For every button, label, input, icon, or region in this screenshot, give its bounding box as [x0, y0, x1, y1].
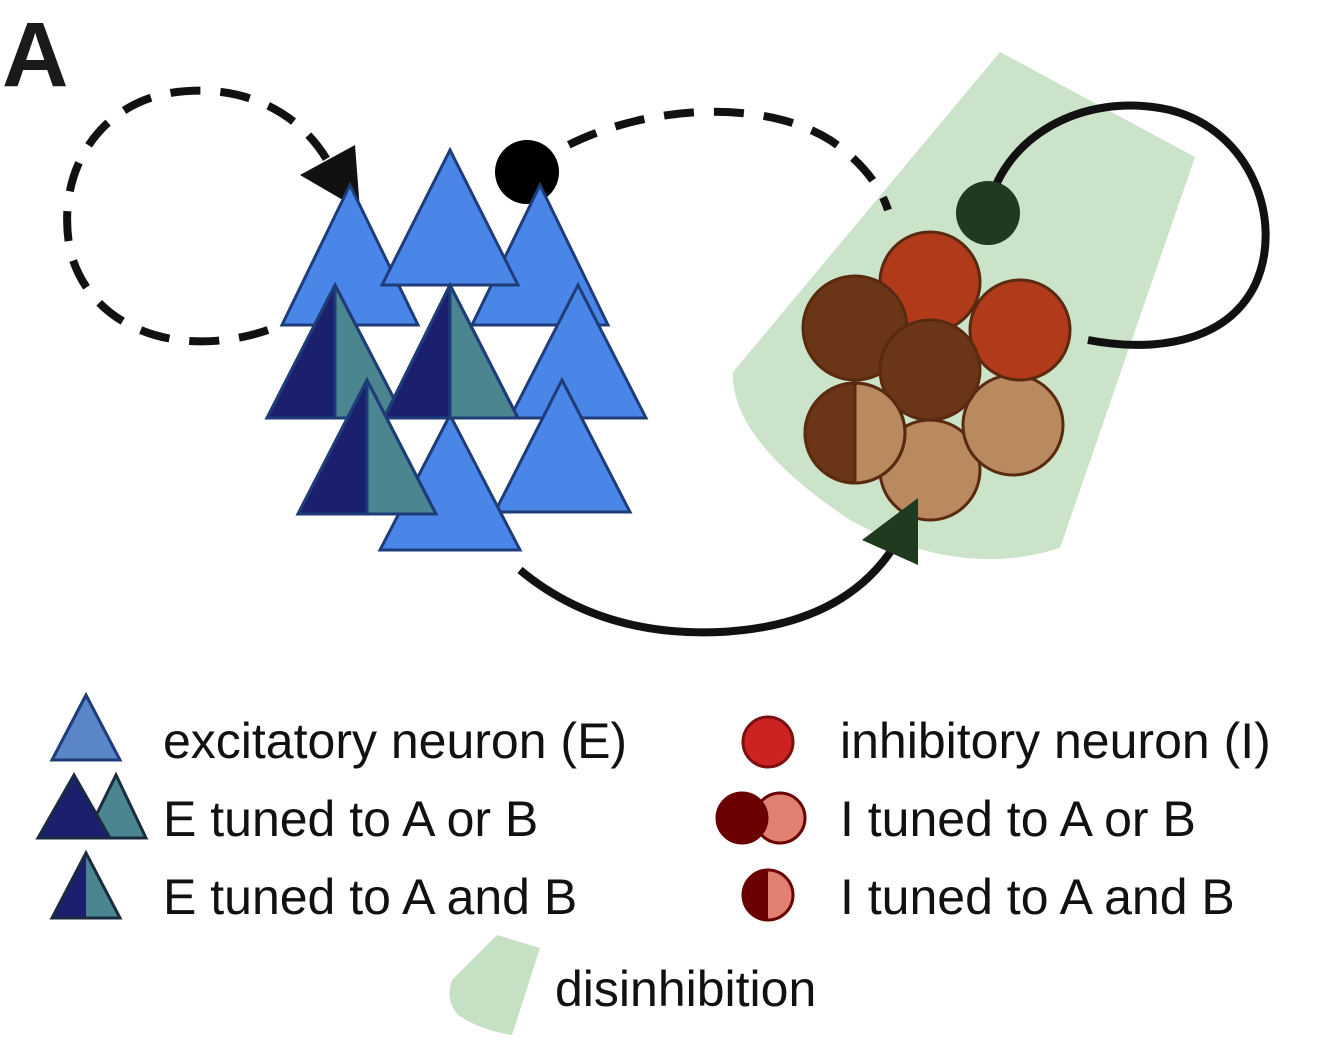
inhibitory-population: [801, 230, 1072, 522]
i-neuron-and: [803, 381, 907, 485]
excitatory-population: [264, 146, 649, 552]
legend-disinhibition-label: disinhibition: [555, 961, 816, 1017]
e-neuron-and: [264, 281, 407, 420]
legend-excitatory-icon: [49, 691, 123, 762]
legend-e-or-icon: [35, 771, 149, 840]
legend-inhibitory-label: inhibitory neuron (I): [840, 713, 1271, 769]
legend-e-and-label: E tuned to A and B: [163, 869, 577, 925]
disinhibitory-synapse: [956, 181, 1020, 245]
legend: excitatory neuron (E) E tuned to A or B …: [35, 691, 1271, 1035]
i-neuron: [968, 278, 1072, 382]
e-neuron-and: [295, 376, 439, 516]
i-neuron: [878, 318, 982, 422]
legend-i-and-icon: [741, 868, 795, 922]
legend-excitatory-label: excitatory neuron (E): [163, 713, 627, 769]
recurrent-excitation-dashed-arrow: [63, 86, 334, 346]
disinhibition-loop: [984, 101, 1270, 349]
e-neuron: [492, 376, 633, 514]
legend-i-or-icon: [715, 791, 807, 845]
legend-inhibitory-icon: [741, 715, 795, 769]
inhibition-to-e-dashed-connection: [524, 107, 892, 212]
legend-i-or-label: I tuned to A or B: [840, 791, 1196, 847]
inhibitory-synapse-on-e: [495, 140, 559, 204]
panel-label: A: [2, 4, 68, 106]
i-neuron: [961, 373, 1065, 477]
excitation-arrowhead: [862, 498, 918, 565]
excitation-to-i-arrow: [517, 542, 899, 637]
e-neuron-and: [381, 281, 521, 420]
legend-e-and-icon: [49, 849, 123, 920]
legend-e-or-label: E tuned to A or B: [163, 791, 538, 847]
legend-i-and-label: I tuned to A and B: [840, 869, 1235, 925]
legend-disinhibition-icon: [449, 935, 540, 1035]
